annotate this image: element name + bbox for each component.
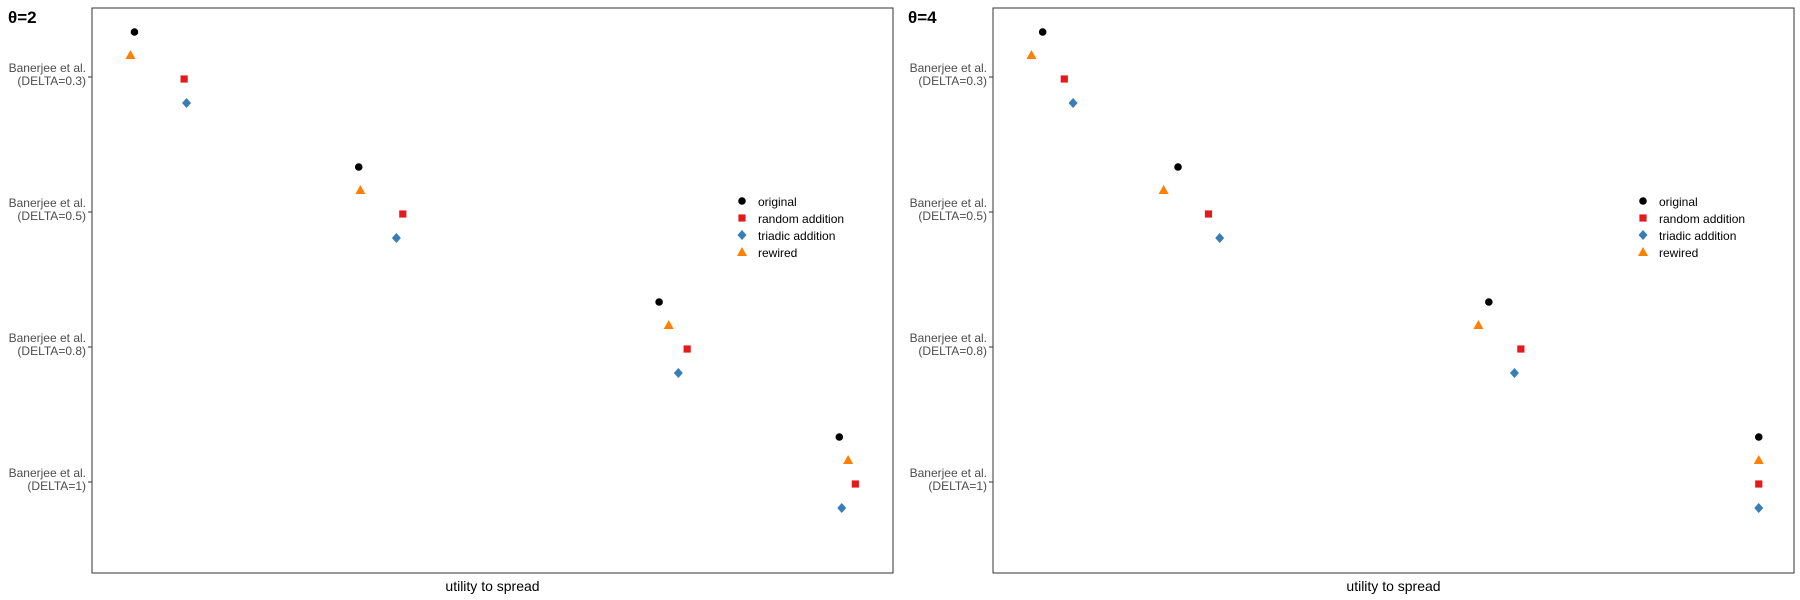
point-original (1485, 298, 1493, 306)
point-random-addition (1755, 480, 1763, 488)
y-tick-label-delta: (DELTA=0.8) (17, 344, 86, 358)
point-triadic-addition (1215, 233, 1225, 243)
y-tick-label: Banerjee et al. (910, 466, 987, 480)
point-original (354, 163, 363, 171)
y-tick-label-delta: (DELTA=0.3) (918, 74, 987, 88)
point-triadic-addition (1068, 98, 1078, 108)
legend-key-original (738, 197, 746, 205)
point-rewired (1473, 320, 1484, 329)
legend-key-original (1639, 197, 1647, 205)
y-tick-label-delta: (DELTA=0.5) (918, 209, 987, 223)
point-random-addition (1517, 345, 1525, 353)
legend-key-triadic-addition (737, 230, 747, 240)
y-tick-label-delta: (DELTA=1) (27, 479, 86, 493)
point-triadic-addition (391, 233, 401, 243)
y-tick-label-delta: (DELTA=0.8) (918, 344, 987, 358)
point-rewired (355, 185, 366, 194)
legend: original random addition triadic addition r… (737, 195, 844, 260)
x-axis-label: utility to spread (445, 578, 539, 594)
point-random-addition (851, 480, 859, 488)
point-random-addition (399, 210, 407, 218)
legend-key-rewired (1638, 247, 1648, 256)
y-tick-label-delta: (DELTA=1) (928, 479, 987, 493)
panel-title: θ=2 (8, 8, 37, 27)
legend-label-random-addition: random addition (1659, 212, 1745, 226)
legend-label-triadic-addition: triadic addition (1659, 229, 1736, 243)
y-tick-label: Banerjee et al. (910, 331, 987, 345)
legend-label-random-addition: random addition (758, 212, 844, 226)
point-rewired (843, 455, 854, 464)
point-triadic-addition (182, 98, 192, 108)
point-rewired (1753, 455, 1764, 464)
legend-label-original: original (758, 195, 797, 209)
legend-label-triadic-addition: triadic addition (758, 229, 835, 243)
y-tick-label: Banerjee et al. (910, 61, 987, 75)
y-tick-label-delta: (DELTA=0.3) (17, 74, 86, 88)
point-random-addition (683, 345, 691, 353)
point-original (1038, 28, 1047, 36)
point-triadic-addition (837, 503, 847, 513)
plot-frame (992, 7, 1795, 574)
point-original (655, 298, 663, 306)
legend-label-original: original (1659, 195, 1698, 209)
point-original (1754, 433, 1763, 441)
plot-frame (91, 7, 894, 574)
y-tick-label: Banerjee et al. (9, 466, 86, 480)
point-original (130, 28, 139, 36)
point-rewired (1026, 50, 1037, 59)
y-tick-label-delta: (DELTA=0.5) (17, 209, 86, 223)
legend-key-random-addition (738, 214, 746, 222)
legend: original random addition triadic addition r… (1638, 195, 1745, 260)
legend-label-rewired: rewired (1659, 246, 1698, 260)
point-original (1174, 163, 1182, 171)
y-tick-label: Banerjee et al. (910, 196, 987, 210)
panel-title: θ=4 (908, 8, 937, 27)
legend-key-triadic-addition (1638, 230, 1648, 240)
x-axis-label: utility to spread (1346, 578, 1440, 594)
legend-key-rewired (737, 247, 747, 256)
point-triadic-addition (1754, 503, 1764, 513)
y-tick-label: Banerjee et al. (9, 196, 86, 210)
point-rewired (1158, 185, 1169, 194)
point-random-addition (1204, 210, 1213, 218)
point-original (835, 433, 844, 441)
point-random-addition (180, 75, 188, 83)
y-tick-label: Banerjee et al. (9, 61, 86, 75)
point-rewired (125, 50, 136, 59)
point-triadic-addition (673, 368, 683, 378)
legend-label-rewired: rewired (758, 246, 797, 260)
point-rewired (663, 320, 674, 329)
y-tick-label: Banerjee et al. (9, 331, 86, 345)
legend-key-random-addition (1639, 214, 1647, 222)
point-triadic-addition (1509, 368, 1519, 378)
point-random-addition (1060, 75, 1068, 83)
